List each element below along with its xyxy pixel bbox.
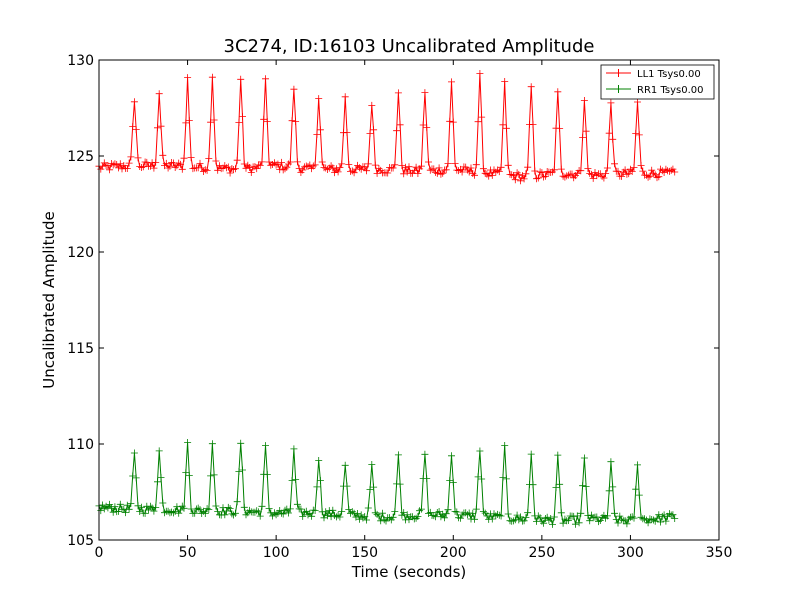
legend-marker-rr1 xyxy=(614,85,623,93)
y-tick-label: 110 xyxy=(67,437,94,453)
x-tick-label: 100 xyxy=(263,545,290,561)
plot-frame xyxy=(98,59,720,541)
x-tick-label: 300 xyxy=(617,545,644,561)
y-axis-label: Uncalibrated Amplitude xyxy=(40,211,58,388)
series-rr1 xyxy=(95,439,679,528)
ticks-layer: 0 50 100 150 200 250 300 350 105 110 115 120 125 130 xyxy=(67,53,732,561)
y-tick-label: 130 xyxy=(67,53,94,69)
y-tick-label: 125 xyxy=(67,149,94,165)
x-tick-label: 350 xyxy=(706,545,733,561)
legend-label-ll1: LL1 Tsys0.00 xyxy=(637,69,701,80)
x-axis-label: Time (seconds) xyxy=(351,563,467,581)
legend-label-rr1: RR1 Tsys0.00 xyxy=(637,85,704,96)
x-tick-label: 250 xyxy=(528,545,555,561)
x-tick-label: 150 xyxy=(351,545,378,561)
series-layer xyxy=(95,70,679,528)
y-tick-label: 105 xyxy=(67,533,94,549)
y-tick-label: 115 xyxy=(67,341,94,357)
y-tick-label: 120 xyxy=(67,245,94,261)
legend-marker-ll1 xyxy=(614,69,623,77)
x-tick-label: 50 xyxy=(179,545,197,561)
x-tick-label: 0 xyxy=(95,545,104,561)
legend: LL1 Tsys0.00 RR1 Tsys0.00 xyxy=(600,64,715,100)
chart-title: 3C274, ID:16103 Uncalibrated Amplitude xyxy=(224,36,595,57)
legend-box xyxy=(600,64,715,100)
x-tick-label: 200 xyxy=(440,545,467,561)
